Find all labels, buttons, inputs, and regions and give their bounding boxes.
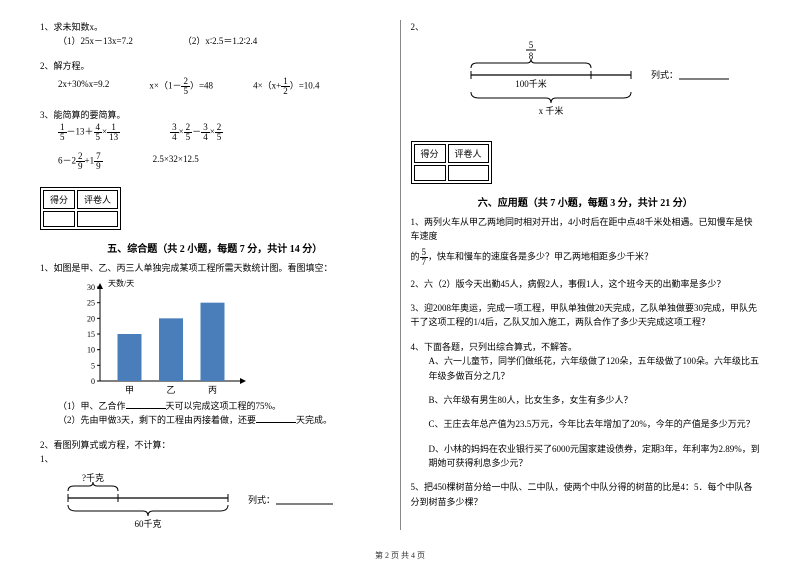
q1-a: （1）25x－13x=7.2: [58, 34, 133, 48]
score-box-right: 得分评卷人: [411, 141, 492, 184]
q5-2-title: 2、看图列算式或方程，不计算：: [40, 438, 390, 452]
bracket-diagram-1: ?千克 60千克 列式：: [58, 473, 390, 537]
svg-text:0: 0: [91, 377, 95, 386]
q5-1-title: 1、如图是甲、乙、丙三人单独完成某项工程所需天数统计图。看图填空：: [40, 261, 390, 275]
q2-eq3: 4×（x+12）=10.4: [253, 77, 319, 96]
svg-text:60千克: 60千克: [134, 519, 161, 529]
q3-r2b: 2.5×32×12.5: [153, 152, 199, 171]
right-column: 2、 58100千米x 千米列式： 得分评卷人 六、应用题（共 7 小题，每题 …: [401, 20, 771, 530]
score-label: 得分: [414, 144, 446, 163]
svg-text:列式：: 列式：: [651, 69, 678, 80]
q1: 1、求未知数x。 （1）25x－13x=7.2 （2）x∶2.5＝1.2∶2.4: [40, 20, 390, 49]
svg-text:天数/天: 天数/天: [108, 279, 134, 288]
q3-title: 3、能简算的要简算。: [40, 108, 390, 122]
r-q4-b: B、六年级有男生80人，比女生多，女生有多少人？: [429, 393, 761, 407]
page-footer: 第 2 页 共 4 页: [0, 550, 800, 561]
grader-label: 评卷人: [77, 190, 118, 209]
svg-text:5: 5: [91, 361, 95, 370]
q3-r2a: 6－229+179: [58, 152, 103, 171]
q5-2-num: 1、: [40, 452, 390, 466]
r-q1: 1、两列火车从甲乙两地同时相对开出，4小时后在距中点48千米处相遇。已知慢车是快…: [411, 215, 761, 267]
r-q4-d: D、小林的妈妈在农业银行买了6000元国家建设债券，定期3年，年利率为2.89%…: [429, 442, 761, 471]
q2: 2、解方程。 2x+30%x=9.2 x×（1－25）=48 4×（x+12）=…: [40, 59, 390, 96]
q3-r1b: 34×25－34×25: [170, 123, 223, 142]
r-q4-title: 4、下面各题，只列出综合算式，不解答。: [411, 340, 761, 354]
q3: 3、能简算的要简算。 15－13＋45×113 34×25－34×25 6－22…: [40, 108, 390, 170]
svg-text:10: 10: [87, 346, 95, 355]
r-q4-c: C、王庄去年总产值为23.5万元，今年比去年增加了20%，今年的产值是多少万元？: [429, 417, 761, 431]
r-q2: 2、六（2）版今天出勤45人，病假2人，事假1人，这个班今天的出勤率是多少？: [411, 277, 761, 291]
q1-b: （2）x∶2.5＝1.2∶2.4: [183, 34, 257, 48]
svg-text:20: 20: [87, 314, 95, 323]
q5-1: 1、如图是甲、乙、丙三人单独完成某项工程所需天数统计图。看图填空： 30 25 20…: [40, 261, 390, 428]
svg-text:乙: 乙: [166, 385, 175, 395]
q2-title: 2、解方程。: [40, 59, 390, 73]
r-q2-num: 2、: [411, 20, 761, 34]
section-5-title: 五、综合题（共 2 小题，每题 7 分，共计 14 分）: [40, 240, 390, 255]
svg-text:30: 30: [87, 283, 95, 292]
r-q4-a: A、六一儿童节，同学们做纸花，六年级做了120朵，五年级做了100朵。六年级比五…: [429, 354, 761, 383]
blank[interactable]: [126, 399, 166, 409]
left-column: 1、求未知数x。 （1）25x－13x=7.2 （2）x∶2.5＝1.2∶2.4…: [30, 20, 401, 530]
blank[interactable]: [256, 413, 296, 423]
r-q3: 3、迎2008年奥运，完成一项工程，甲队单独做20天完成，乙队单独做要30完成，…: [411, 301, 761, 330]
q5-2: 2、看图列算式或方程，不计算： 1、 ?千克 60千克 列式：: [40, 438, 390, 537]
svg-text:100千米: 100千米: [515, 78, 547, 89]
page-columns: 1、求未知数x。 （1）25x－13x=7.2 （2）x∶2.5＝1.2∶2.4…: [30, 20, 770, 530]
section-6-title: 六、应用题（共 7 小题，每题 3 分，共计 21 分）: [411, 194, 761, 209]
q3-r1a: 15－13＋45×113: [58, 123, 120, 142]
q2-eq2: x×（1－25）=48: [149, 77, 213, 96]
svg-text:丙: 丙: [208, 385, 217, 395]
bar-chart: 30 25 20 15 10 5 0 天数/天甲 乙 丙: [70, 279, 250, 399]
q1-title: 1、求未知数x。: [40, 20, 390, 34]
score-label: 得分: [43, 190, 75, 209]
svg-text:x 千米: x 千米: [538, 105, 563, 116]
r-q5: 5、把450棵树苗分给一中队、二中队，使两个中队分得的树苗的比是4：5．每个中队…: [411, 480, 761, 509]
svg-text:甲: 甲: [125, 385, 134, 395]
grader-label: 评卷人: [448, 144, 489, 163]
svg-text:5: 5: [528, 40, 533, 50]
q5-1-sub1: （1）甲、乙合作天可以完成这项工程的75%。: [58, 399, 390, 413]
svg-text:?千克: ?千克: [82, 473, 104, 483]
score-box-left: 得分评卷人: [40, 187, 121, 230]
bracket-diagram-2: 58100千米x 千米列式：: [451, 40, 761, 124]
svg-text:25: 25: [87, 299, 95, 308]
svg-text:列式：: 列式：: [248, 494, 275, 505]
svg-text:15: 15: [87, 330, 95, 339]
r-q2top: 2、 58100千米x 千米列式：: [411, 20, 761, 125]
q2-eq1: 2x+30%x=9.2: [58, 77, 109, 96]
r-q4: 4、下面各题，只列出综合算式，不解答。 A、六一儿童节，同学们做纸花，六年级做了…: [411, 340, 761, 471]
q5-1-sub2: （2）先由甲做3天，剩下的工程由丙接着做，还要天完成。: [58, 413, 390, 427]
